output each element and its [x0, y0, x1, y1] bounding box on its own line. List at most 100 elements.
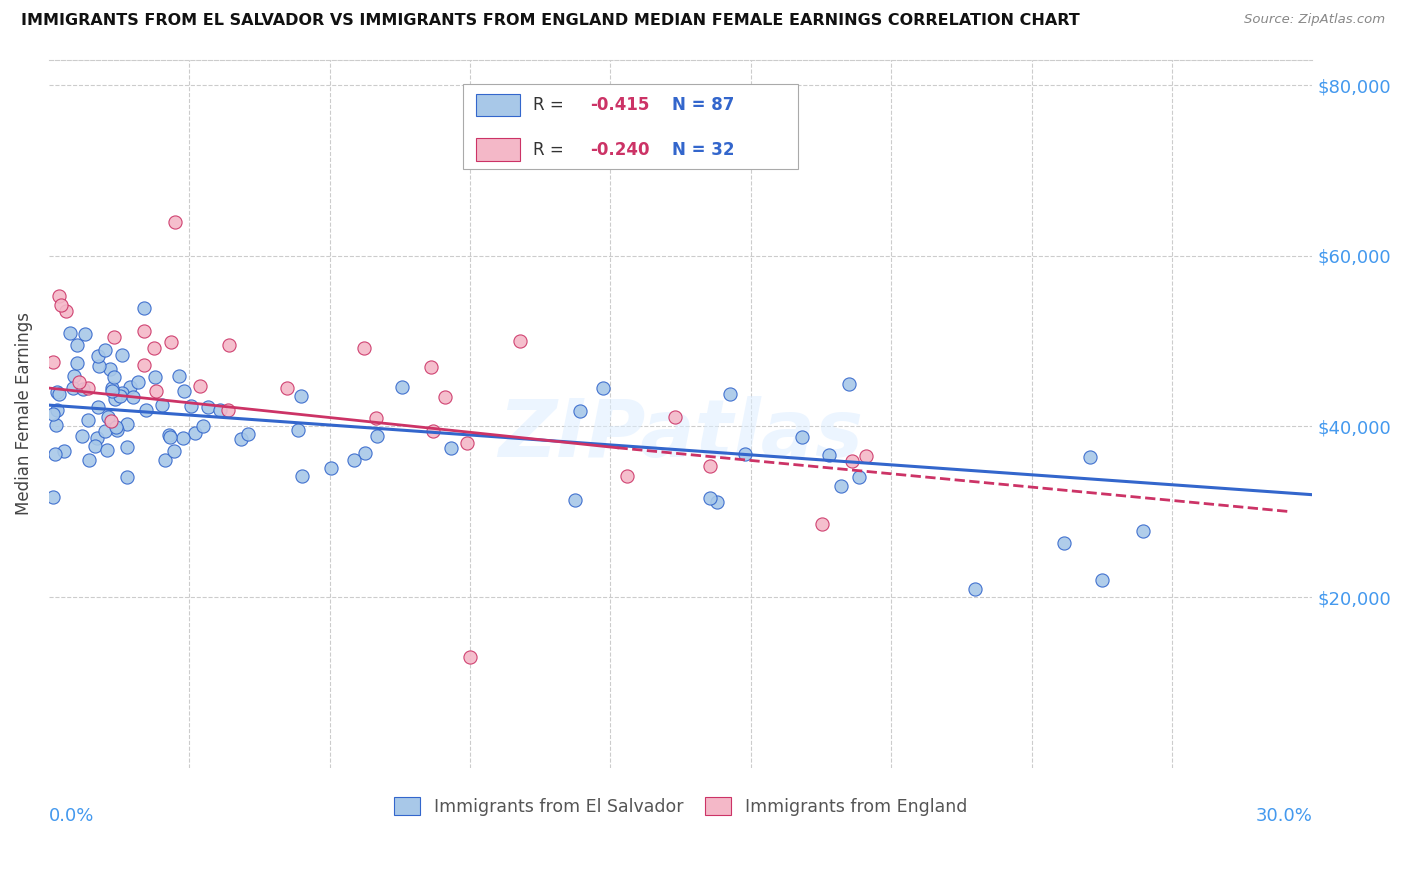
Point: [63, 369, 86, 384]
Point: [165, 215, 187, 229]
Point: [811, 516, 834, 531]
Point: [135, 402, 157, 417]
Point: [440, 441, 463, 455]
Point: [180, 399, 202, 413]
Point: [353, 446, 375, 460]
Point: [89, 359, 111, 373]
Point: [592, 381, 614, 395]
Point: [830, 478, 852, 492]
Point: [184, 426, 207, 441]
Text: N = 87: N = 87: [672, 96, 734, 114]
Point: [699, 491, 721, 506]
Point: [391, 379, 413, 393]
Point: [157, 427, 180, 442]
Point: [155, 453, 177, 467]
Text: -0.415: -0.415: [589, 96, 650, 114]
Point: [105, 419, 128, 434]
Point: [67, 375, 90, 389]
Point: [734, 447, 756, 461]
FancyBboxPatch shape: [477, 94, 520, 116]
Point: [167, 369, 190, 384]
Point: [855, 449, 877, 463]
Point: [111, 348, 134, 362]
Point: [1091, 573, 1114, 587]
Point: [965, 582, 987, 596]
Point: [366, 411, 388, 425]
Point: [664, 410, 686, 425]
Point: [55, 304, 77, 318]
Text: N = 32: N = 32: [672, 141, 734, 159]
Point: [59, 326, 82, 341]
Point: [564, 493, 586, 508]
Point: [718, 387, 741, 401]
Point: [94, 343, 117, 358]
Point: [100, 414, 122, 428]
Point: [115, 417, 138, 431]
Point: [53, 444, 76, 458]
Point: [290, 389, 312, 403]
Point: [706, 495, 728, 509]
Point: [420, 359, 443, 374]
Point: [163, 443, 186, 458]
Point: [790, 430, 813, 444]
Point: [65, 356, 87, 370]
Point: [115, 440, 138, 454]
Point: [73, 327, 96, 342]
FancyBboxPatch shape: [464, 85, 799, 169]
Text: 0.0%: 0.0%: [49, 806, 94, 824]
Point: [120, 380, 142, 394]
Point: [287, 423, 309, 437]
Point: [848, 470, 870, 484]
Point: [132, 301, 155, 315]
Point: [72, 382, 94, 396]
Point: [103, 329, 125, 343]
Text: 30.0%: 30.0%: [1256, 806, 1312, 824]
Point: [111, 385, 134, 400]
Point: [159, 430, 181, 444]
Point: [48, 289, 70, 303]
Point: [142, 341, 165, 355]
Point: [86, 350, 108, 364]
Point: [1078, 450, 1101, 464]
Point: [838, 376, 860, 391]
Point: [209, 402, 232, 417]
Point: [87, 401, 110, 415]
Text: R =: R =: [533, 141, 564, 159]
Point: [456, 436, 478, 450]
Point: [101, 384, 124, 398]
Point: [96, 410, 118, 425]
Point: [132, 324, 155, 338]
Point: [45, 418, 67, 433]
Point: [115, 470, 138, 484]
Point: [841, 454, 863, 468]
Point: [191, 419, 214, 434]
Y-axis label: Median Female Earnings: Median Female Earnings: [15, 312, 32, 516]
Point: [127, 376, 149, 390]
Text: IMMIGRANTS FROM EL SALVADOR VS IMMIGRANTS FROM ENGLAND MEDIAN FEMALE EARNINGS CO: IMMIGRANTS FROM EL SALVADOR VS IMMIGRANT…: [21, 13, 1080, 29]
Point: [108, 388, 131, 402]
Point: [817, 448, 839, 462]
Point: [699, 459, 721, 474]
Point: [422, 424, 444, 438]
Point: [159, 335, 181, 350]
Point: [188, 379, 211, 393]
Point: [70, 429, 93, 443]
Point: [353, 341, 375, 355]
Point: [42, 355, 65, 369]
Point: [218, 337, 240, 351]
Text: Source: ZipAtlas.com: Source: ZipAtlas.com: [1244, 13, 1385, 27]
Point: [197, 400, 219, 414]
Point: [236, 427, 259, 442]
Point: [86, 431, 108, 445]
Point: [276, 381, 298, 395]
Point: [42, 491, 65, 505]
Point: [48, 387, 70, 401]
Point: [173, 384, 195, 399]
Point: [98, 362, 121, 376]
Point: [172, 431, 194, 445]
FancyBboxPatch shape: [477, 138, 520, 161]
Point: [94, 424, 117, 438]
Point: [145, 384, 167, 399]
Point: [103, 369, 125, 384]
Point: [150, 398, 173, 412]
